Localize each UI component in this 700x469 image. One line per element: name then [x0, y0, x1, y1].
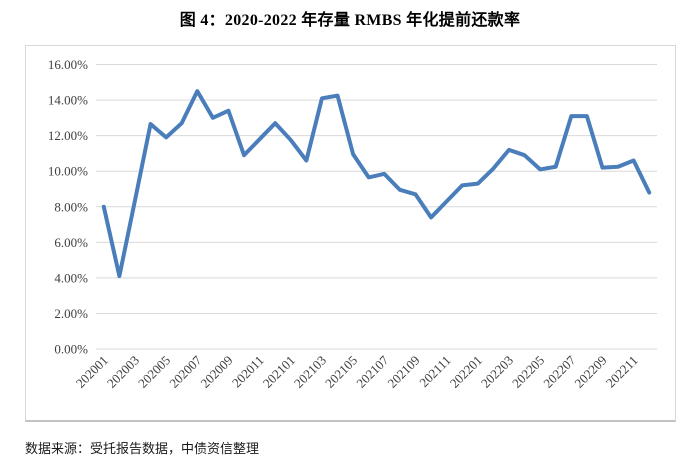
x-axis-tick-label: 202003	[104, 353, 142, 391]
prepayment-rate-line	[101, 89, 652, 279]
x-axis-tick-label: 202203	[478, 353, 516, 391]
x-axis-tick-label: 202005	[135, 353, 173, 391]
y-axis-tick-label: 6.00%	[54, 235, 88, 250]
x-axis-tick-label: 202205	[509, 353, 547, 391]
x-axis-tick-label: 202109	[384, 353, 422, 391]
y-axis-tick-label: 10.00%	[48, 164, 88, 179]
x-axis-tick-label: 202201	[447, 353, 485, 391]
source-note: 数据来源：受托报告数据，中债资信整理	[25, 441, 260, 456]
page-title: 图 4：2020-2022 年存量 RMBS 年化提前还款率	[179, 12, 521, 29]
y-axis-tick-label: 12.00%	[48, 128, 88, 143]
x-axis-tick-label: 202111	[416, 353, 454, 391]
y-axis-tick-label: 16.00%	[48, 57, 88, 72]
x-axis-tick-label: 202211	[603, 353, 641, 391]
x-axis-tick-label: 202207	[540, 352, 579, 391]
x-axis-tick-label: 202107	[353, 352, 392, 391]
x-axis-tick-label: 202101	[260, 353, 298, 391]
x-axis-tick-label: 202209	[571, 353, 609, 391]
chart-area: 0.00% 2.00% 4.00% 6.00% 8.00% 10.00% 12.00% 14.…	[25, 45, 676, 422]
y-axis-tick-label: 14.00%	[48, 93, 88, 108]
x-axis-tick-label: 202011	[229, 353, 267, 391]
y-axis-tick-label: 4.00%	[54, 270, 88, 285]
y-axis-tick-label: 8.00%	[54, 199, 88, 214]
x-axis-tick-label: 202007	[166, 352, 205, 391]
prepayment-line-chart: 0.00% 2.00% 4.00% 6.00% 8.00% 10.00% 12.00% 14.…	[48, 57, 657, 391]
y-axis-tick-label: 2.00%	[54, 306, 88, 321]
x-axis-tick-label: 202009	[197, 353, 235, 391]
x-axis-tick-label: 202105	[322, 353, 360, 391]
x-axis-tick-label: 202001	[73, 353, 111, 391]
x-axis-tick-label: 202103	[291, 353, 329, 391]
y-axis-tick-label: 0.00%	[54, 342, 88, 357]
